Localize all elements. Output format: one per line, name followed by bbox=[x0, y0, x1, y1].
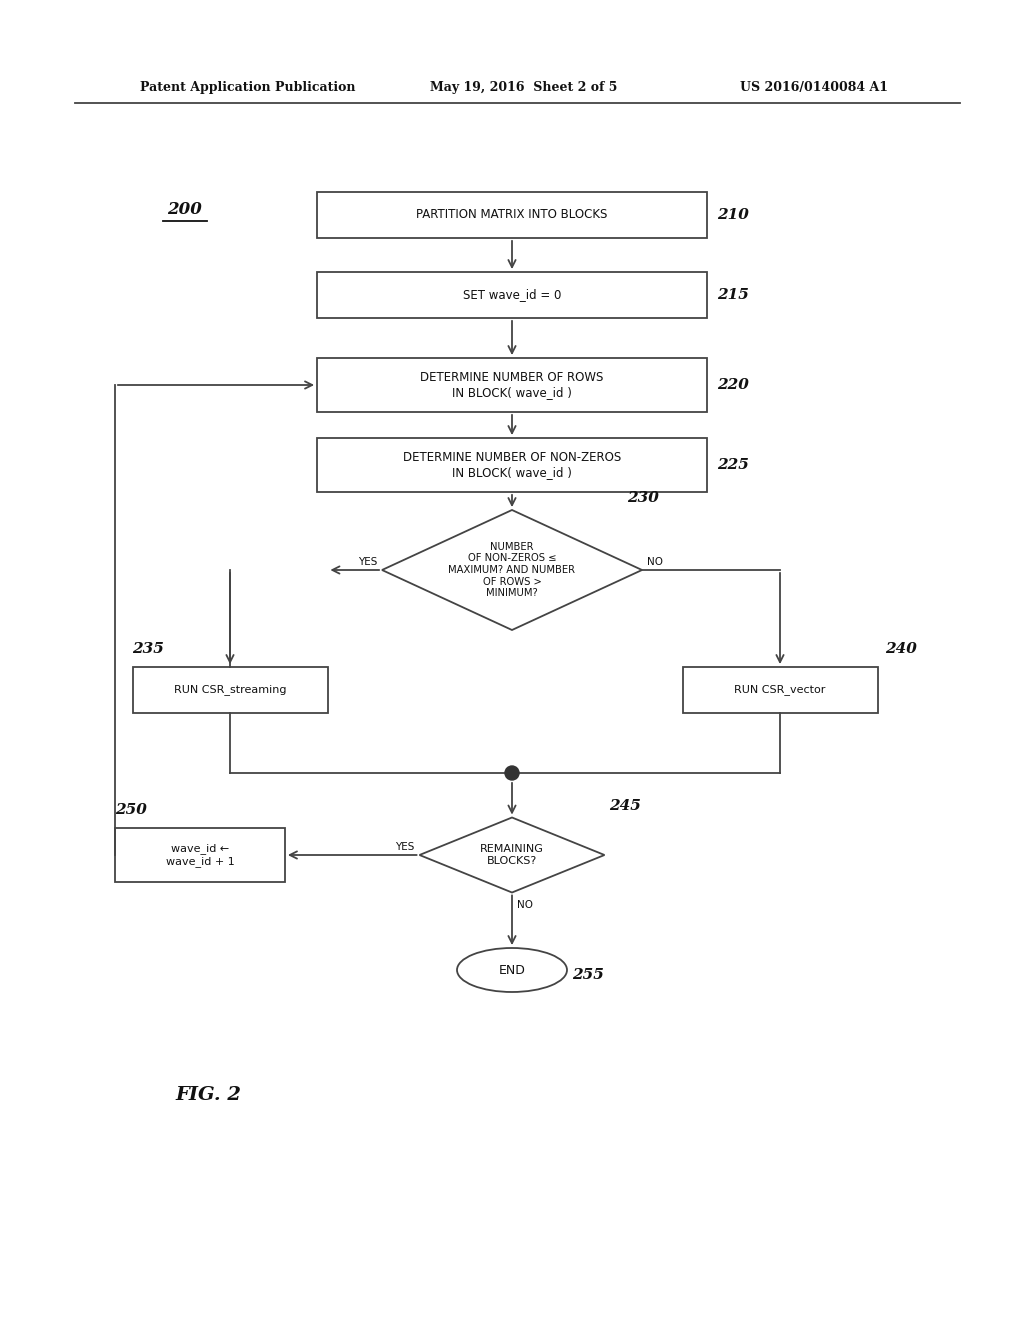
Text: NO: NO bbox=[647, 557, 663, 568]
Text: RUN CSR_streaming: RUN CSR_streaming bbox=[174, 685, 287, 696]
Bar bbox=[683, 667, 878, 713]
Bar bbox=[317, 191, 707, 238]
Text: 220: 220 bbox=[717, 378, 749, 392]
Text: 215: 215 bbox=[717, 288, 749, 302]
Text: May 19, 2016  Sheet 2 of 5: May 19, 2016 Sheet 2 of 5 bbox=[430, 82, 617, 95]
Text: DETERMINE NUMBER OF ROWS
IN BLOCK( wave_id ): DETERMINE NUMBER OF ROWS IN BLOCK( wave_… bbox=[420, 371, 604, 399]
Bar bbox=[317, 358, 707, 412]
Text: SET wave_id = 0: SET wave_id = 0 bbox=[463, 289, 561, 301]
Text: DETERMINE NUMBER OF NON-ZEROS
IN BLOCK( wave_id ): DETERMINE NUMBER OF NON-ZEROS IN BLOCK( … bbox=[402, 451, 622, 479]
Text: 240: 240 bbox=[886, 642, 918, 656]
Text: RUN CSR_vector: RUN CSR_vector bbox=[734, 685, 825, 696]
Text: YES: YES bbox=[395, 842, 415, 851]
Circle shape bbox=[505, 766, 519, 780]
Text: 235: 235 bbox=[132, 642, 165, 656]
Text: PARTITION MATRIX INTO BLOCKS: PARTITION MATRIX INTO BLOCKS bbox=[417, 209, 607, 222]
Text: YES: YES bbox=[357, 557, 377, 568]
Polygon shape bbox=[420, 817, 604, 892]
Text: 210: 210 bbox=[717, 209, 749, 222]
Text: wave_id ←
wave_id + 1: wave_id ← wave_id + 1 bbox=[166, 843, 234, 867]
Text: NO: NO bbox=[517, 899, 534, 909]
Text: 255: 255 bbox=[572, 968, 604, 982]
Bar bbox=[317, 272, 707, 318]
Text: REMAINING
BLOCKS?: REMAINING BLOCKS? bbox=[480, 845, 544, 866]
Text: 230: 230 bbox=[627, 491, 658, 506]
Text: 245: 245 bbox=[609, 799, 641, 813]
Polygon shape bbox=[382, 510, 642, 630]
Text: 225: 225 bbox=[717, 458, 749, 473]
Text: Patent Application Publication: Patent Application Publication bbox=[140, 82, 355, 95]
Ellipse shape bbox=[457, 948, 567, 993]
Text: FIG. 2: FIG. 2 bbox=[175, 1086, 241, 1104]
Text: 250: 250 bbox=[115, 803, 146, 817]
Text: 200: 200 bbox=[168, 202, 203, 219]
Text: NUMBER
OF NON-ZEROS ≤
MAXIMUM? AND NUMBER
OF ROWS >
MINIMUM?: NUMBER OF NON-ZEROS ≤ MAXIMUM? AND NUMBE… bbox=[449, 541, 575, 598]
Text: END: END bbox=[499, 964, 525, 977]
Bar bbox=[317, 438, 707, 492]
Text: US 2016/0140084 A1: US 2016/0140084 A1 bbox=[740, 82, 888, 95]
Bar bbox=[132, 667, 328, 713]
Bar bbox=[115, 828, 285, 882]
